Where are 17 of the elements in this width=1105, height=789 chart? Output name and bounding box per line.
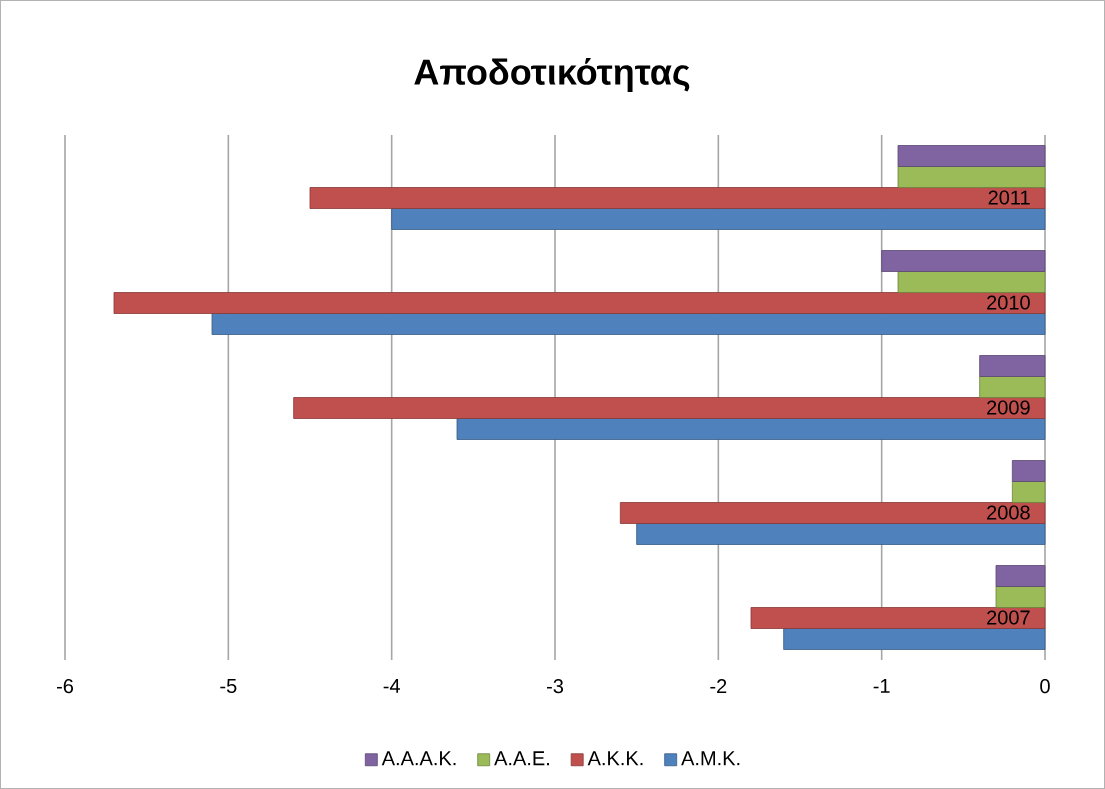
y-tick-label: 2010 bbox=[987, 295, 1030, 310]
legend-label: Α.Κ.Κ. bbox=[587, 751, 643, 766]
x-tick-label: -5 bbox=[220, 679, 237, 694]
y-tick-label: 2007 bbox=[987, 610, 1030, 625]
y-tick-label: 2011 bbox=[988, 190, 1030, 205]
legend-label: Α.Α.Α.Κ. bbox=[381, 751, 456, 766]
legend-label: Α.Μ.Κ. bbox=[681, 751, 740, 766]
x-tick-label: -1 bbox=[873, 679, 890, 693]
legend-label: Α.Α.Ε. bbox=[494, 751, 549, 766]
chart-title: Αποδοτικότητας bbox=[414, 58, 690, 92]
x-tick-label: -6 bbox=[56, 679, 74, 694]
x-tick-label: -3 bbox=[546, 679, 564, 694]
x-tick-label: -4 bbox=[383, 679, 400, 693]
x-tick-label: -2 bbox=[710, 679, 727, 694]
y-tick-label: 2009 bbox=[987, 400, 1030, 415]
y-tick-label: 2008 bbox=[987, 505, 1030, 520]
x-tick-label: 0 bbox=[1040, 679, 1050, 694]
